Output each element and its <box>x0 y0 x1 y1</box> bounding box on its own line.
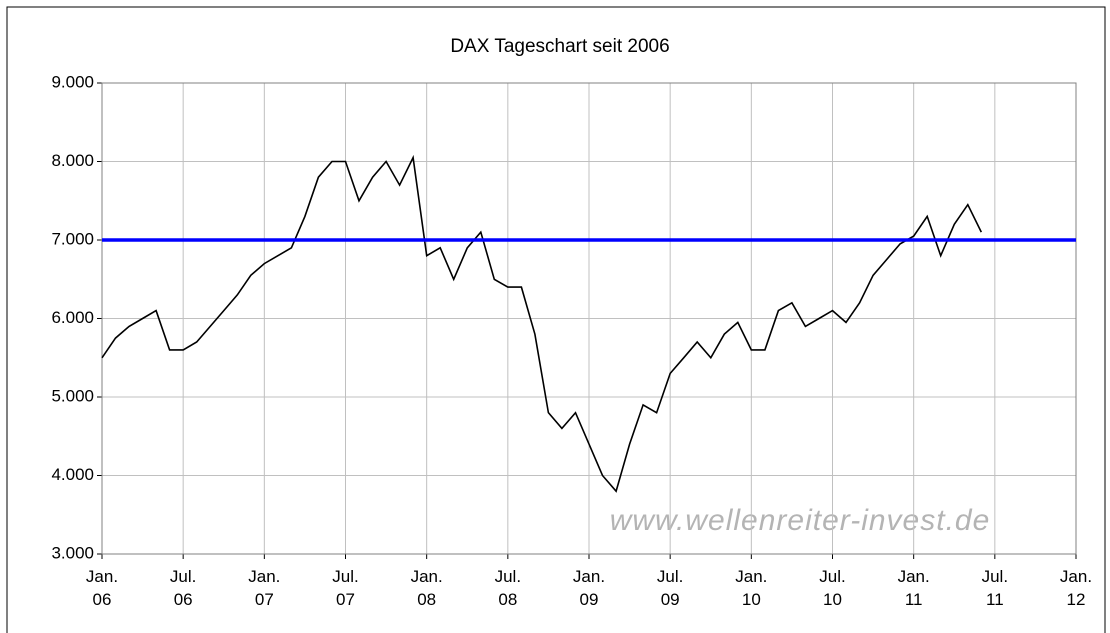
data-line <box>101 154 983 493</box>
x-tick-label: Jul. 11 <box>982 567 1008 609</box>
chart-title: DAX Tageschart seit 2006 <box>450 36 669 57</box>
x-tick-label: Jan. 11 <box>898 567 930 609</box>
y-tick-label: 4.000 <box>51 465 94 484</box>
y-tick-label: 3.000 <box>51 543 94 562</box>
y-tick-label: 5.000 <box>51 386 94 405</box>
x-tick-label: Jan. 06 <box>86 567 118 609</box>
x-tick-label: Jan. 12 <box>1060 567 1092 609</box>
x-tick-label: Jan. 10 <box>735 567 767 609</box>
x-tick-label: Jan. 08 <box>411 567 443 609</box>
x-tick-label: Jul. 08 <box>495 567 521 609</box>
x-tick-label: Jul. 09 <box>657 567 683 609</box>
watermark: www.wellenreiter-invest.de <box>610 504 991 537</box>
x-tick-label: Jan. 07 <box>248 567 280 609</box>
y-tick-label: 8.000 <box>51 151 94 170</box>
y-tick-label: 7.000 <box>51 229 94 248</box>
x-tick-label: Jul. 07 <box>332 567 358 609</box>
y-tick-label: 9.000 <box>51 72 94 91</box>
x-tick-label: Jul. 10 <box>819 567 845 609</box>
x-tick-label: Jul. 06 <box>170 567 196 609</box>
x-tick-label: Jan. 09 <box>573 567 605 609</box>
y-tick-label: 6.000 <box>51 308 94 327</box>
plot-frame <box>101 82 1077 555</box>
chart-frame <box>6 6 1106 633</box>
